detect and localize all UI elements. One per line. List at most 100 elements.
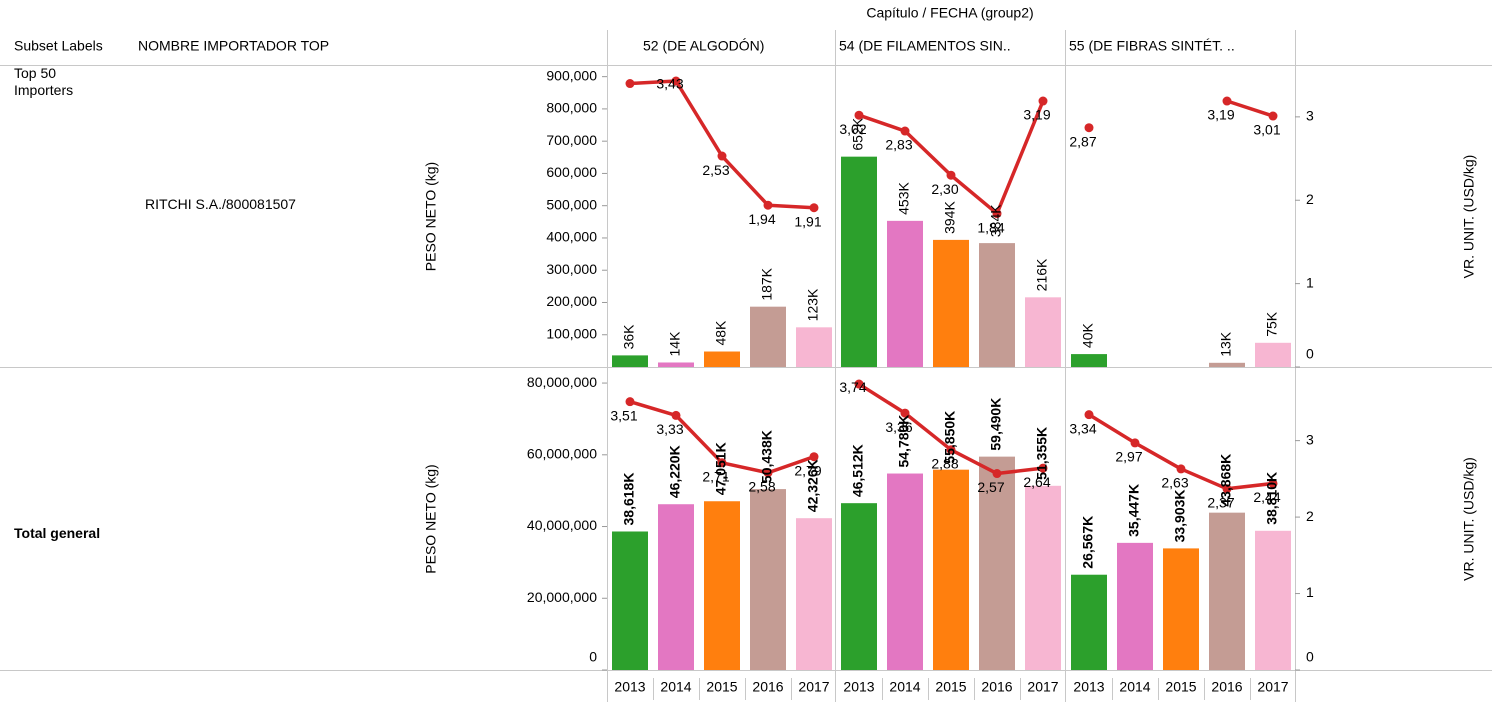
bar [1255, 342, 1291, 367]
line-label: 2,88 [931, 456, 958, 472]
x-tick-label: 2017 [798, 679, 829, 695]
bar [750, 489, 786, 670]
line-label: 2,97 [1115, 449, 1142, 465]
bar-label: 42,326K [805, 459, 821, 512]
line-point [717, 151, 727, 161]
line-label: 3,74 [839, 379, 866, 395]
y-tick-label: 20,000,000 [527, 589, 597, 605]
y-tick-label: 60,000,000 [527, 446, 597, 462]
x-tick-label: 2015 [1165, 679, 1196, 695]
y2-tick-label: 3 [1306, 431, 1314, 447]
bar-label: 47,051K [713, 442, 729, 495]
y-tick-label: 500,000 [546, 196, 597, 212]
y2-tick-label: 0 [1306, 649, 1314, 665]
panel-title: 52 (DE ALGODÓN) [643, 38, 764, 54]
line-label: 2,44 [1253, 489, 1280, 505]
y2-tick-label: 3 [1306, 108, 1314, 124]
x-tick-label: 2015 [706, 679, 737, 695]
y2-tick-label: 2 [1306, 191, 1314, 207]
line-point [763, 468, 773, 478]
subset-label: Top 50 Importers [14, 65, 74, 98]
line-point [1084, 123, 1094, 133]
bar [704, 501, 740, 670]
y2-axis-title: VR. UNIT. (USD/kg) [1461, 457, 1477, 581]
bar [1209, 512, 1245, 670]
bar-label: 394K [942, 201, 958, 234]
line-point [992, 209, 1002, 219]
bar-label: 36K [621, 324, 637, 350]
bar-label: 652K [850, 117, 866, 150]
line-point [625, 79, 635, 89]
y-tick-label: 200,000 [546, 293, 597, 309]
x-tick-label: 2016 [1211, 679, 1242, 695]
bar [1255, 530, 1291, 670]
bar [1071, 574, 1107, 670]
bar [979, 243, 1015, 367]
y2-tick-label: 0 [1306, 346, 1314, 362]
line-label: 3,51 [610, 407, 637, 423]
line-point [946, 445, 956, 455]
bar [796, 327, 832, 367]
top-title: Capítulo / FECHA (group2) [866, 5, 1033, 21]
bar [841, 503, 877, 670]
y-tick-label: 400,000 [546, 229, 597, 245]
bar-label: 59,490K [988, 398, 1004, 451]
x-tick-label: 2014 [889, 679, 920, 695]
bar-label: 33,903K [1172, 489, 1188, 542]
bar [1025, 485, 1061, 670]
line-label: 3,33 [656, 421, 683, 437]
bar [979, 456, 1015, 670]
line-label: 1,91 [794, 213, 821, 229]
line-label: 2,58 [748, 478, 775, 494]
line-point [854, 110, 864, 120]
x-tick-label: 2016 [981, 679, 1012, 695]
y2-tick-label: 1 [1306, 584, 1314, 600]
line-point [763, 200, 773, 210]
y-tick-label: 800,000 [546, 100, 597, 116]
bar-label: 14K [667, 331, 683, 357]
bar [612, 531, 648, 670]
bar [1163, 548, 1199, 670]
line-point [946, 170, 956, 180]
line-label: 3,43 [656, 76, 683, 92]
y-tick-label: 0 [589, 649, 597, 665]
line-point [1268, 111, 1278, 121]
bar [612, 355, 648, 367]
bar [1117, 542, 1153, 670]
bar-label: 26,567K [1080, 516, 1096, 569]
line-point [854, 379, 864, 389]
y-tick-label: 900,000 [546, 67, 597, 83]
line-label: 1,94 [748, 211, 775, 227]
line-point [717, 458, 727, 468]
bar [750, 306, 786, 367]
header-importer: NOMBRE IMPORTADOR TOP [138, 38, 329, 54]
x-tick-label: 2015 [935, 679, 966, 695]
y2-axis-title: VR. UNIT. (USD/kg) [1461, 155, 1477, 279]
x-tick-label: 2013 [614, 679, 645, 695]
panel-title: 54 (DE FILAMENTOS SIN.. [839, 38, 1011, 54]
importer-label: RITCHI S.A./800081507 [145, 195, 296, 212]
header-subset: Subset Labels [14, 38, 103, 54]
bar-label: 187K [759, 267, 775, 300]
bar-label: 48K [713, 320, 729, 346]
x-tick-label: 2017 [1027, 679, 1058, 695]
line-point [809, 203, 819, 213]
line-point [1084, 410, 1094, 420]
line-label: 2,83 [885, 137, 912, 153]
bar-label: 384K [988, 204, 1004, 237]
bar-label: 38,618K [621, 473, 637, 526]
bar-label: 38,810K [1264, 472, 1280, 525]
line-point [900, 408, 910, 418]
y2-tick-label: 1 [1306, 274, 1314, 290]
line-label: 3,02 [839, 121, 866, 137]
line-label: 3,19 [1023, 107, 1050, 123]
line-label: 1,84 [977, 219, 1004, 235]
line-label: 2,79 [794, 462, 821, 478]
bar-label: 54,780K [896, 415, 912, 468]
bar [704, 351, 740, 367]
line [629, 79, 815, 210]
bar [933, 469, 969, 670]
line-point [1038, 96, 1048, 106]
